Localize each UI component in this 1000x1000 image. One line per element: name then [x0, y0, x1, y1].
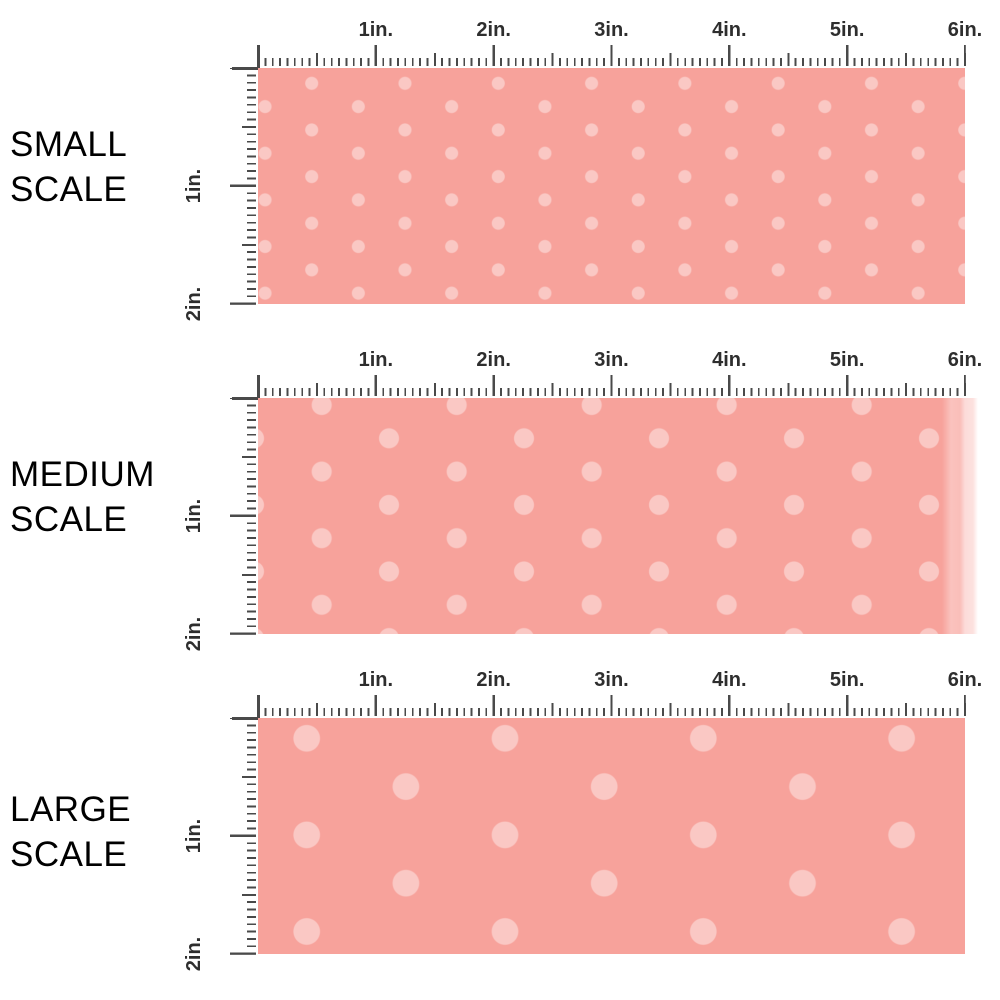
hruler-label-6in: 6in.: [947, 349, 983, 371]
hruler-label-2in: 2in.: [476, 19, 511, 41]
scale-label-small-line1: SMALL: [10, 125, 128, 164]
hruler-label-5in: 5in.: [829, 19, 865, 41]
ruler-zero-tick: [257, 45, 260, 68]
fabric-swatch-small: [258, 68, 965, 304]
fabric-section-small: 1in. 2in. 3in. 4in. 5in. 6in. 1in. 2in.: [183, 19, 982, 321]
horizontal-ruler-medium: 1in. 2in. 3in. 4in. 5in. 6in.: [257, 349, 982, 398]
hruler-label-3in: 3in.: [594, 349, 629, 371]
horizontal-ruler-large: 1in. 2in. 3in. 4in. 5in. 6in.: [257, 669, 982, 718]
scale-label-large: LARGE SCALE: [10, 787, 131, 877]
vruler-label-2in: 2in.: [183, 616, 205, 651]
fabric-section-medium: 1in. 2in. 3in. 4in. 5in. 6in. 1in. 2in.: [183, 349, 982, 651]
hruler-label-4in: 4in.: [712, 669, 747, 691]
scale-label-large-line2: SCALE: [10, 835, 128, 874]
vertical-ruler-small: 1in. 2in.: [183, 67, 258, 321]
scale-label-small-line2: SCALE: [10, 170, 128, 209]
hruler-label-3in: 3in.: [594, 19, 629, 41]
hruler-label-3in: 3in.: [594, 669, 629, 691]
ruler-zero-tick: [232, 67, 258, 70]
ruler-zero-tick: [257, 375, 260, 398]
vruler-label-2in: 2in.: [183, 286, 205, 321]
fabric-swatch-large: [258, 718, 965, 954]
horizontal-ruler-small: 1in. 2in. 3in. 4in. 5in. 6in.: [257, 19, 982, 68]
hruler-label-4in: 4in.: [712, 349, 747, 371]
hruler-label-1in: 1in.: [358, 19, 394, 41]
scale-label-medium: MEDIUM SCALE: [10, 452, 155, 542]
vruler-label-1in: 1in.: [183, 168, 205, 204]
scale-label-medium-line2: SCALE: [10, 500, 128, 539]
hruler-label-2in: 2in.: [476, 349, 511, 371]
hruler-label-2in: 2in.: [476, 669, 511, 691]
ruler-zero-tick: [257, 695, 260, 718]
vruler-label-2in: 2in.: [183, 936, 205, 971]
vruler-label-1in: 1in.: [183, 818, 205, 854]
hruler-label-5in: 5in.: [829, 669, 865, 691]
fabric-section-large: 1in. 2in. 3in. 4in. 5in. 6in. 1in. 2in.: [183, 669, 982, 971]
scale-label-large-line1: LARGE: [10, 790, 132, 829]
vertical-ruler-large: 1in. 2in.: [183, 717, 258, 971]
vertical-ruler-medium: 1in. 2in.: [183, 397, 258, 651]
fabric-swatch-medium: [258, 398, 978, 634]
hruler-label-6in: 6in.: [947, 669, 983, 691]
ruler-zero-tick: [232, 717, 258, 720]
scale-label-small: SMALL SCALE: [10, 122, 127, 212]
hruler-label-6in: 6in.: [947, 19, 983, 41]
scale-label-medium-line1: MEDIUM: [10, 455, 155, 494]
hruler-label-4in: 4in.: [712, 19, 747, 41]
ruler-zero-tick: [232, 397, 258, 400]
hruler-label-5in: 5in.: [829, 349, 865, 371]
hruler-label-1in: 1in.: [358, 669, 394, 691]
vruler-label-1in: 1in.: [183, 498, 205, 534]
hruler-label-1in: 1in.: [358, 349, 394, 371]
